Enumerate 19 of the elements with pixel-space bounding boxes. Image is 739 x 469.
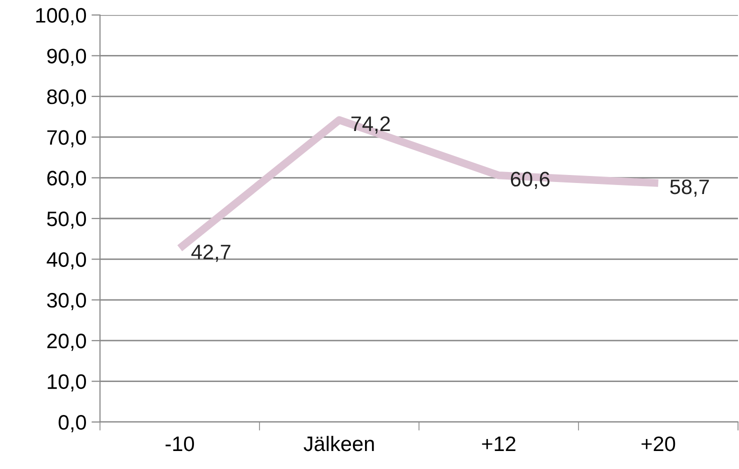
data-label: 58,7: [670, 179, 709, 197]
data-label: 60,6: [510, 172, 550, 189]
y-tick-label: 0,0: [58, 415, 86, 432]
y-tick-label: 10,0: [48, 374, 86, 392]
y-tick-label: 30,0: [47, 292, 86, 310]
data-label: 42,7: [191, 244, 230, 262]
y-tick-label: 20,0: [47, 334, 86, 351]
y-tick-label: 50,0: [47, 212, 86, 229]
y-tick-label: 80,0: [47, 89, 86, 107]
y-tick-label: 100,0: [36, 8, 86, 26]
y-tick-label: 70,0: [47, 130, 86, 148]
y-tick-label: 60,0: [47, 170, 86, 188]
x-tick-label: +20: [642, 436, 676, 452]
y-tick-label: 40,0: [46, 252, 86, 270]
x-tick-label: +12: [482, 436, 516, 451]
x-tick-label: Jälkeen: [304, 436, 374, 452]
y-tick-label: 90,0: [47, 48, 86, 66]
x-tick-label: -10: [166, 436, 194, 452]
data-label: 74,2: [351, 116, 390, 134]
